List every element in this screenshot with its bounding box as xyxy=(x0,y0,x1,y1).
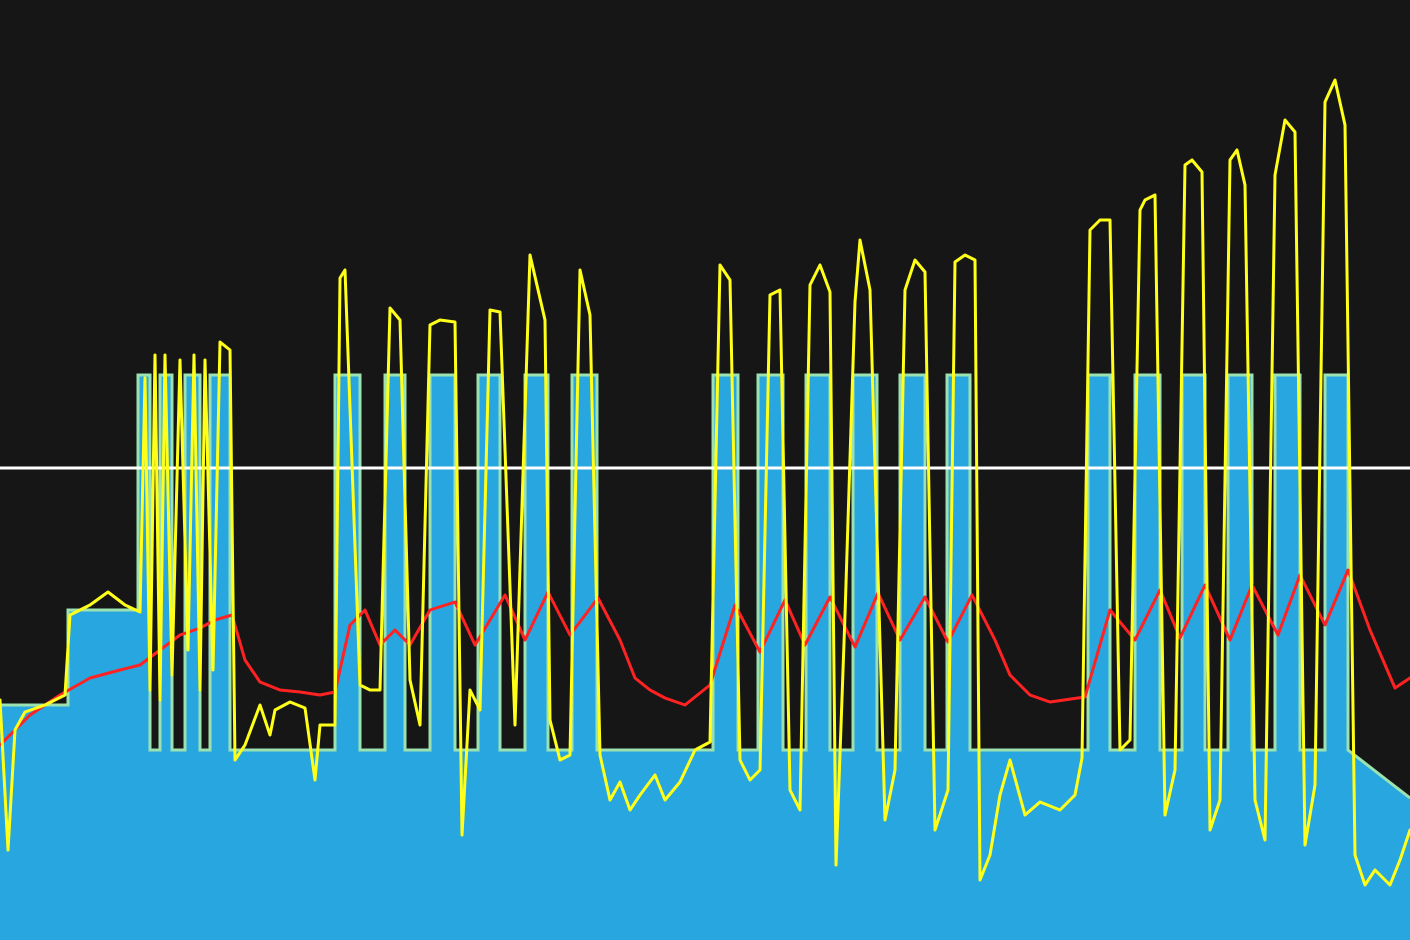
line-series-2 xyxy=(0,78,1410,887)
line-series-group xyxy=(0,78,1410,887)
area-series-outline xyxy=(0,373,1410,800)
line-series-1 xyxy=(0,568,1410,747)
